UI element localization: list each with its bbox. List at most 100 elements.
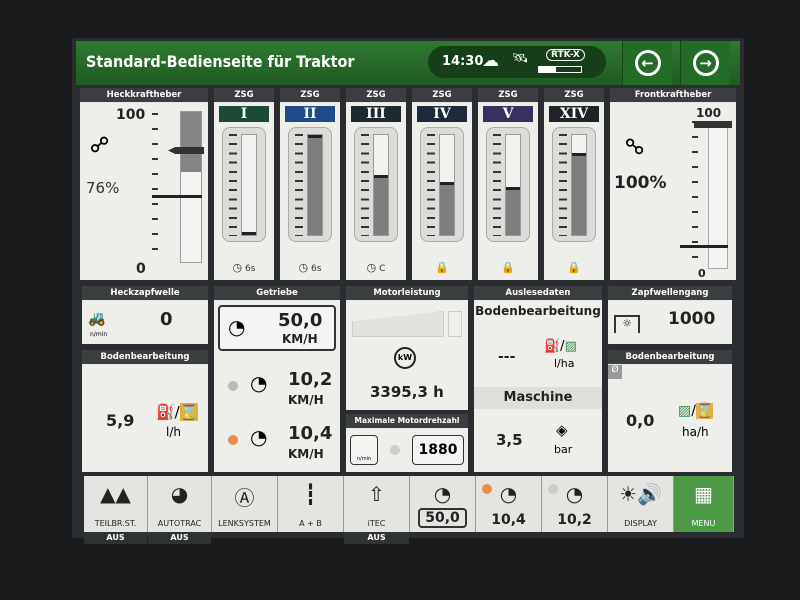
forward-button[interactable]: → [680,41,730,85]
toolbar-button-9[interactable]: ▦ MENU [674,476,734,532]
signal-bars-icon [538,66,582,73]
button-label: DISPLAY [624,519,657,528]
fuel-per-area-icon: ⛽/▨ [544,339,577,354]
scv-label: XIV [549,106,599,122]
scv-flow-track[interactable] [354,127,398,242]
max-rpm-value: 1880 [418,442,458,458]
pto-gear-value: 1000 [668,309,716,329]
gauge-2-icon: ◔ [565,482,584,506]
position-pointer[interactable] [680,245,728,248]
module-title: Maximale Motordrehzahl [346,414,468,428]
fuel-per-area-value: --- [498,349,516,365]
timer-icon: ◷ [366,261,377,274]
hitch-arm-icon: ⚯ [83,127,117,163]
scv-flow-track[interactable] [552,127,596,242]
unit: KM/H [288,393,324,407]
pressure-value: 3,5 [496,431,523,449]
tillage-fuel-module[interactable]: Bodenbearbeitung 5,9 ⛽/⌛ l/h [82,350,208,472]
hitch-bar [180,111,202,263]
unit: n/min [90,331,108,338]
module-title: Heckzapfwelle [82,286,208,300]
scv-module-IV[interactable]: ZSG IV 🔒 [412,88,472,280]
status-label: AUS [344,532,409,544]
module-title: Heckkraftheber [80,88,208,102]
position-pointer[interactable] [152,195,202,198]
pto-gear-module[interactable]: Zapfwellengang ☼ 1000 [608,286,732,344]
transmission-module[interactable]: Getriebe ◔ 50,0 KM/H ◔ 10,2 KM/H ◔ 10,4 … [214,286,340,472]
toolbar-button-5[interactable]: ◔ 50,0 [410,476,476,532]
gauge-1-icon: ◔ [499,482,518,506]
brightness-volume-icon: ☀🔊 [619,482,662,506]
scv-flow-track[interactable] [288,127,332,242]
tractor-pto-icon: 🚜 [88,311,106,327]
toolbar-button-4[interactable]: ⇧ iTEC AUS [344,476,410,544]
unit: bar [554,443,573,456]
engine-rpm-button[interactable]: n/min [350,435,378,465]
unit: l/h [166,425,181,439]
toolbar-button-6[interactable]: ◔ 10,4 [476,476,542,532]
module-title: Motorleistung [346,286,468,300]
rear-pto-module[interactable]: Heckzapfwelle 🚜 n/min 0 [82,286,208,344]
menu-grid-icon: ▦ [694,482,713,506]
scv-flow-track[interactable] [222,127,266,242]
module-title: ZSG [412,88,472,102]
front-hitch-module[interactable]: Frontkraftheber 100 0 ⚯ 100% [610,88,736,280]
max-rpm-module[interactable]: Maximale Motordrehzahl n/min 1880 [346,414,468,472]
lock-cylinder-icon: 🔒 [435,261,449,274]
power-bar-max [448,311,462,337]
timer-icon: ◷ [298,261,309,274]
pto-speed-value: 0 [160,309,173,330]
scv-flow-fill [440,182,454,235]
scale-max: 100 [696,106,722,120]
module-title: Frontkraftheber [610,88,736,102]
toolbar-button-8[interactable]: ☀🔊 DISPLAY [608,476,674,532]
hitch-value: 100% [614,173,667,193]
toolbar-button-3[interactable]: ┇ A + B [278,476,344,532]
fuel-rate-value: 5,9 [106,411,135,430]
scv-label: III [351,106,401,122]
status-label: AUS [148,532,211,544]
engine-power-module[interactable]: Motorleistung kW 3395,3 h [346,286,468,410]
scv-flow-track[interactable] [486,127,530,242]
button-label: A + B [299,519,322,528]
lock-cylinder-icon: 🔒 [567,261,581,274]
module-title: ZSG [478,88,538,102]
clock: 14:30 [442,54,484,69]
button-label: AUTOTRAC [157,519,202,528]
tillage-area-module[interactable]: Bodenbearbeitung Ø 0,0 ▨/⌛ ha/h [608,350,732,472]
scv-flow-fill [506,187,520,235]
toolbar-button-0[interactable]: ▲▲ TEILBR.ST. AUS [84,476,148,544]
rear-hitch-module[interactable]: Heckkraftheber 100 0 ⚯ 76% [80,88,208,280]
module-title: ZSG [346,88,406,102]
setpoint-pointer[interactable] [694,121,732,128]
scv-flow-fill [572,153,586,235]
timer-value: C [379,264,386,274]
tractor-display: Standard-Bedienseite für Traktor 14:30 ☁… [72,38,744,544]
toolbar-button-1[interactable]: ◕ AUTOTRAC AUS [148,476,212,544]
unit: ha/h [682,425,709,439]
max-rpm-value-button[interactable]: 1880 [412,435,464,465]
scv-flow-track[interactable] [420,127,464,242]
scv-module-XIV[interactable]: ZSG XIV 🔒 [544,88,604,280]
module-title: ZSG [280,88,340,102]
toolbar-button-7[interactable]: ◔ 10,2 [542,476,608,532]
readout-module[interactable]: Auslesedaten Bodenbearbeitung --- ⛽/▨ l/… [474,286,602,472]
set-speed-button[interactable]: ◔ 50,0 KM/H [218,305,336,351]
scv-module-III[interactable]: ZSG III ◷ C [346,88,406,280]
scv-module-I[interactable]: ZSG I ◷ 6s [214,88,274,280]
section-label: Maschine [474,387,602,409]
scv-flow-fill [242,232,256,235]
lock-cylinder-icon: 🔒 [501,261,515,274]
toolbar-button-2[interactable]: Ⓐ LENKSYSTEM [212,476,278,532]
scv-module-V[interactable]: ZSG V 🔒 [478,88,538,280]
setpoint-pointer[interactable] [168,147,204,154]
scv-flow-fill [308,135,322,235]
status-pill[interactable]: 14:30 ☁ 🛰 RTK-X [428,46,606,78]
speed2-indicator [228,381,238,391]
rtk-badge: RTK-X [546,49,585,61]
cruise-gauge-icon: ◔ [228,315,246,339]
back-button[interactable]: ← [622,41,672,85]
scv-module-II[interactable]: ZSG II ◷ 6s [280,88,340,280]
scv-label: V [483,106,533,122]
timer-value: 6s [245,264,256,274]
